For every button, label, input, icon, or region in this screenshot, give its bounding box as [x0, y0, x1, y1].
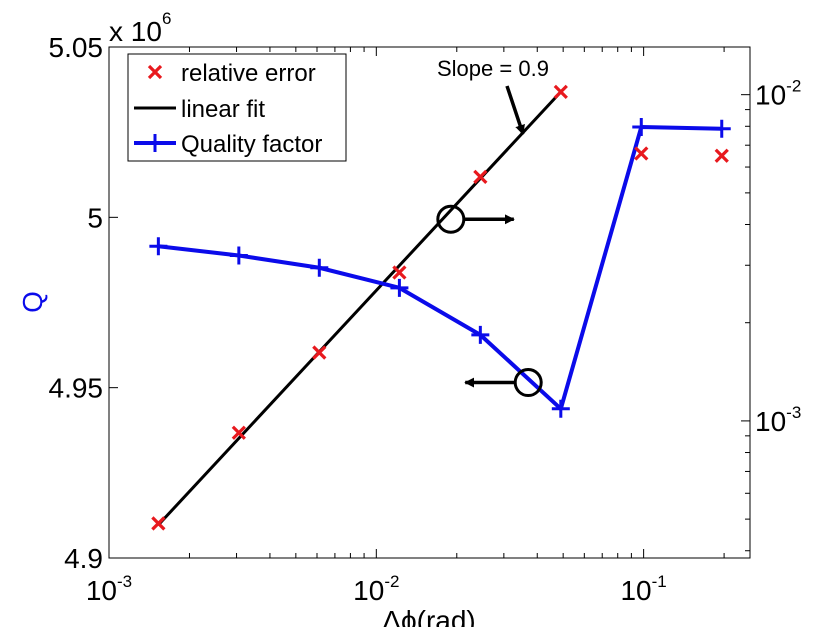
svg-text:10-1: 10-1 [620, 572, 666, 606]
relative-error-point [553, 84, 568, 99]
x-tick-label: 10-2 [353, 572, 399, 606]
quality-factor-point [471, 325, 490, 344]
quality-factor-point [632, 118, 651, 137]
y-left-tick-label: 4.9 [64, 543, 103, 574]
quality-factor-line [158, 125, 722, 411]
slope-arrow [505, 85, 525, 135]
legend-label: relative error [181, 60, 316, 87]
quality-factor-point [712, 119, 731, 138]
relative-error-point [714, 148, 729, 163]
quality-factor-point [229, 246, 248, 265]
linear-fit-line [157, 90, 562, 526]
y-left-tick-label: 4.95 [49, 373, 104, 404]
legend-label: linear fit [181, 96, 265, 123]
quality-factor-point [551, 399, 570, 418]
x-tick-label: 10-3 [86, 572, 132, 606]
quality-factor-point [149, 237, 168, 256]
svg-text:10-2: 10-2 [353, 572, 399, 606]
svg-text:10-2: 10-2 [755, 77, 801, 111]
relative-error-point [634, 146, 649, 161]
y-left-multiplier: x 106 [109, 9, 171, 47]
legend-quality-factor-marker [146, 134, 164, 152]
x-axis-label: Δϕ(rad) [382, 605, 476, 627]
quality-factor-point [390, 278, 409, 297]
y-left-tick-label: 5.05 [49, 32, 104, 63]
x-tick-label: 10-1 [620, 572, 666, 606]
y-right-tick-label: 10-2 [755, 77, 801, 111]
svg-text:10-3: 10-3 [86, 572, 132, 606]
relative-error-point [151, 516, 166, 531]
y-right-tick-label: 10-3 [755, 403, 801, 437]
relative-error-point [231, 425, 246, 440]
quality-factor-point [310, 258, 329, 277]
relative-error-point [392, 265, 407, 280]
relative-error-point [473, 169, 488, 184]
legend-relative-error-marker [147, 64, 163, 80]
legend-label: Quality factor [181, 131, 322, 158]
slope-annotation: Slope = 0.9 [437, 56, 549, 81]
svg-text:10-3: 10-3 [755, 403, 801, 437]
y-left-axis-label: Q [17, 291, 48, 313]
relative-error-point [312, 345, 327, 360]
svg-text:x 106: x 106 [109, 9, 171, 47]
y-left-tick-label: 5 [87, 202, 103, 233]
